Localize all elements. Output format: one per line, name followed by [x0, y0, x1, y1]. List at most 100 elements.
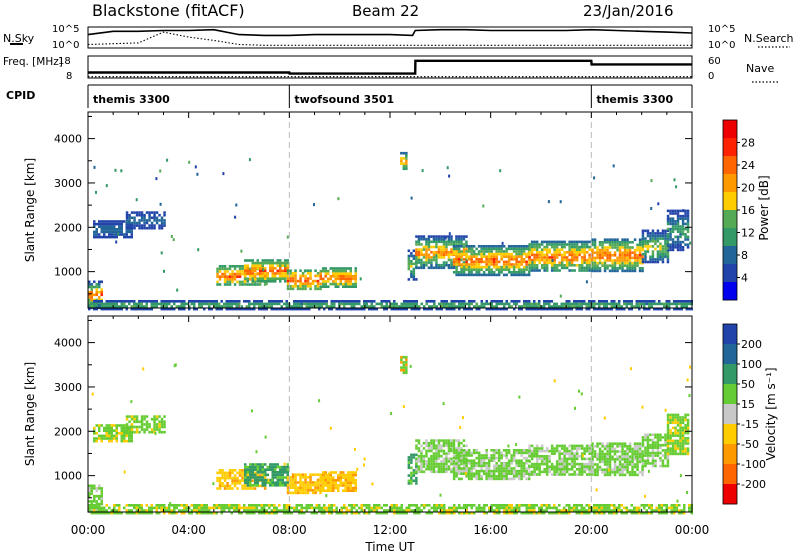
heatmap-cell: [671, 209, 675, 213]
heatmap-cell: [383, 307, 386, 311]
heatmap-cell: [261, 280, 264, 283]
heatmap-cell: [585, 468, 589, 471]
heatmap-cell: [517, 449, 521, 452]
heatmap-cell: [573, 248, 576, 251]
heatmap-cell: [455, 451, 458, 455]
heatmap-cell: [654, 260, 657, 264]
heatmap-cell: [638, 259, 642, 262]
heatmap-cell: [279, 280, 282, 283]
heatmap-cell: [410, 196, 413, 200]
heatmap-cell: [270, 509, 273, 512]
heatmap-cell: [570, 468, 574, 471]
heatmap-cell: [666, 449, 670, 452]
heatmap-cell: [517, 469, 521, 473]
heatmap-cell: [616, 445, 619, 448]
heatmap-cell: [684, 235, 687, 239]
heatmap-cell: [560, 258, 564, 262]
heatmap-cell: [266, 272, 269, 275]
heatmap-cell: [681, 429, 685, 432]
heatmap-cell: [442, 460, 446, 463]
heatmap-cell: [393, 300, 396, 303]
heatmap-cell: [200, 511, 203, 515]
heatmap-cell: [560, 465, 564, 468]
heatmap-cell: [450, 263, 453, 267]
heatmap-cell: [651, 229, 655, 233]
heatmap-cell: [507, 260, 511, 264]
heatmap-cell: [462, 258, 466, 261]
heatmap-cell: [110, 429, 113, 432]
heatmap-cell: [664, 229, 667, 233]
heatmap-cell: [276, 473, 279, 477]
heatmap-cell: [656, 245, 660, 248]
heatmap-cell: [465, 462, 468, 465]
heatmap-cell: [100, 230, 103, 234]
heatmap-cell: [115, 426, 118, 430]
heatmap-cell: [679, 447, 682, 450]
heatmap-cell: [674, 209, 677, 213]
heatmap-cell: [525, 469, 528, 473]
heatmap-cell: [457, 469, 461, 473]
heatmap-cell: [515, 302, 518, 306]
heatmap-cell: [245, 509, 248, 512]
heatmap-cell: [293, 506, 296, 510]
heatmap-cell: [170, 300, 173, 303]
heatmap-cell: [343, 307, 346, 311]
heatmap-cell: [674, 434, 677, 437]
heatmap-cell: [393, 307, 396, 311]
heatmap-cell: [570, 253, 574, 257]
heatmap-cell: [249, 471, 252, 474]
heatmap-cell: [125, 219, 129, 222]
heatmap-cell: [329, 275, 332, 278]
heatmap-cell: [553, 473, 556, 476]
heatmap-cell: [618, 300, 621, 303]
heatmap-cell: [497, 245, 501, 248]
heatmap-cell: [641, 237, 645, 240]
heatmap-cell: [510, 258, 513, 261]
heatmap-cell: [342, 275, 345, 278]
heatmap-cell: [241, 283, 244, 286]
heatmap-cell: [420, 452, 423, 455]
heatmap-cell: [616, 468, 619, 471]
heatmap-cell: [246, 264, 249, 267]
heatmap-cell: [236, 476, 239, 480]
heatmap-cell: [568, 269, 571, 272]
heatmap-cell: [679, 225, 682, 228]
heatmap-cell: [281, 465, 284, 469]
heatmap-cell: [679, 227, 682, 231]
heatmap-cell: [193, 305, 196, 308]
heatmap-cell: [497, 273, 501, 277]
heatmap-cell: [271, 465, 274, 469]
heatmap-cell: [228, 272, 232, 276]
heatmap-cell: [402, 368, 406, 372]
heatmap-cell: [311, 483, 315, 487]
heatmap-cell: [270, 307, 273, 311]
heatmap-cell: [487, 477, 491, 481]
heatmap-cell: [203, 511, 206, 515]
heatmap-cell: [651, 464, 655, 468]
heatmap-cell: [444, 236, 447, 240]
heatmap-cell: [200, 506, 203, 510]
heatmap-cell: [308, 300, 311, 303]
heatmap-cell: [570, 258, 574, 262]
heatmap-cell: [638, 452, 642, 456]
heatmap-cell: [110, 228, 113, 231]
heatmap-cell: [319, 481, 322, 484]
heatmap-cell: [568, 455, 571, 458]
heatmap-cell: [140, 511, 143, 515]
heatmap-cell: [638, 267, 642, 270]
heatmap-cell: [135, 221, 139, 225]
heatmap-cell: [555, 470, 559, 474]
heatmap-cell: [560, 256, 564, 259]
heatmap-cell: [648, 300, 651, 303]
heatmap-cell: [482, 472, 486, 475]
heatmap-cell: [558, 305, 561, 308]
heatmap-cell: [517, 245, 521, 248]
heatmap-cell: [314, 491, 317, 495]
heatmap-cell: [265, 305, 268, 308]
heatmap-cell: [666, 413, 670, 417]
heatmap-cell: [108, 225, 111, 228]
heatmap-cell: [452, 462, 456, 466]
heatmap-cell: [193, 307, 196, 311]
heatmap-cell: [601, 445, 604, 448]
heatmap-cell: [497, 252, 501, 256]
